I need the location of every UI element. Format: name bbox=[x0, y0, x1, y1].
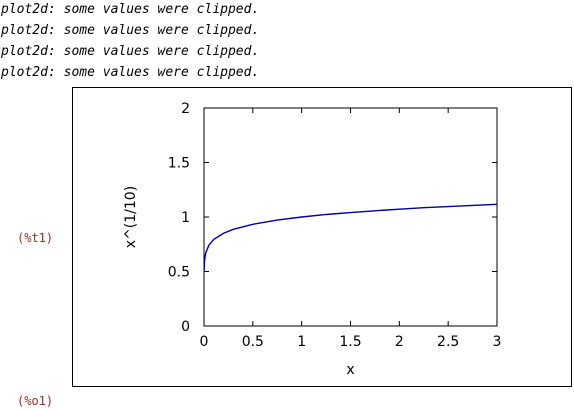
y-axis-title: x^(1/10) bbox=[123, 186, 139, 248]
x-tick-label: 1 bbox=[297, 334, 306, 350]
x-tick-label: 2.5 bbox=[437, 334, 459, 350]
y-tick-label: 1 bbox=[181, 210, 190, 226]
console-warning-line: plot2d: some values were clipped. bbox=[1, 44, 260, 59]
x-tick-label: 1.5 bbox=[339, 334, 361, 350]
series-line bbox=[203, 203, 498, 272]
y-tick-label: 1.5 bbox=[168, 156, 190, 172]
x-tick-label: 0 bbox=[200, 334, 209, 350]
console-warning-line: plot2d: some values were clipped. bbox=[1, 2, 260, 17]
output-label: (%o1) bbox=[17, 394, 54, 408]
plot-area bbox=[203, 107, 498, 327]
console-warning-line: plot2d: some values were clipped. bbox=[1, 23, 260, 38]
x-tick-label: 3 bbox=[493, 334, 502, 350]
x-tick-label: 0.5 bbox=[242, 334, 264, 350]
input-label: (%t1) bbox=[17, 231, 54, 245]
console-warning-line: plot2d: some values were clipped. bbox=[1, 65, 260, 80]
x-axis-title: x bbox=[346, 362, 354, 378]
y-tick-label: 0.5 bbox=[168, 265, 190, 281]
y-tick-label: 0 bbox=[181, 319, 190, 335]
chart: 0 0.5 1 1.5 2 2.5 3 0 0.5 1 1.5 2 x x^(1/10) bbox=[123, 101, 502, 378]
x-tick-label: 2 bbox=[395, 334, 404, 350]
y-tick-label: 2 bbox=[181, 101, 190, 117]
plot-output-frame[interactable]: 0 0.5 1 1.5 2 2.5 3 0 0.5 1 1.5 2 x x^(1/10) bbox=[72, 87, 572, 387]
